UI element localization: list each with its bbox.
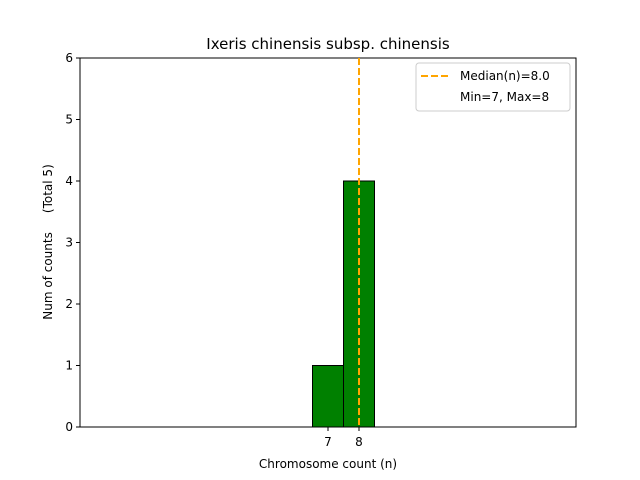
x-tick-label: 8 <box>355 435 363 449</box>
y-tick-label: 5 <box>65 113 73 127</box>
y-tick-label: 6 <box>65 51 73 65</box>
legend-minmax-entry: Min=7, Max=8 <box>460 90 549 104</box>
legend: Median(n)=8.0 Min=7, Max=8 <box>415 62 571 112</box>
y-tick-label: 3 <box>65 236 73 250</box>
x-tick-label: 7 <box>324 435 332 449</box>
bar-n-7 <box>312 365 344 428</box>
x-axis-label: Chromosome count (n) <box>259 457 397 471</box>
legend-frame <box>415 62 571 112</box>
y-tick-label: 1 <box>65 359 73 373</box>
y-tick-label: 0 <box>65 420 73 434</box>
y-tick-label: 2 <box>65 297 73 311</box>
bars-layer <box>312 180 375 428</box>
legend-median-entry: Median(n)=8.0 <box>460 69 550 83</box>
y-axis-ticks: 0 1 2 3 4 5 6 <box>65 51 80 434</box>
y-axis-label: Num of counts (Total 5) <box>41 164 55 319</box>
y-tick-label: 4 <box>65 174 73 188</box>
chart-title: Ixeris chinensis subsp. chinensis <box>206 35 450 53</box>
